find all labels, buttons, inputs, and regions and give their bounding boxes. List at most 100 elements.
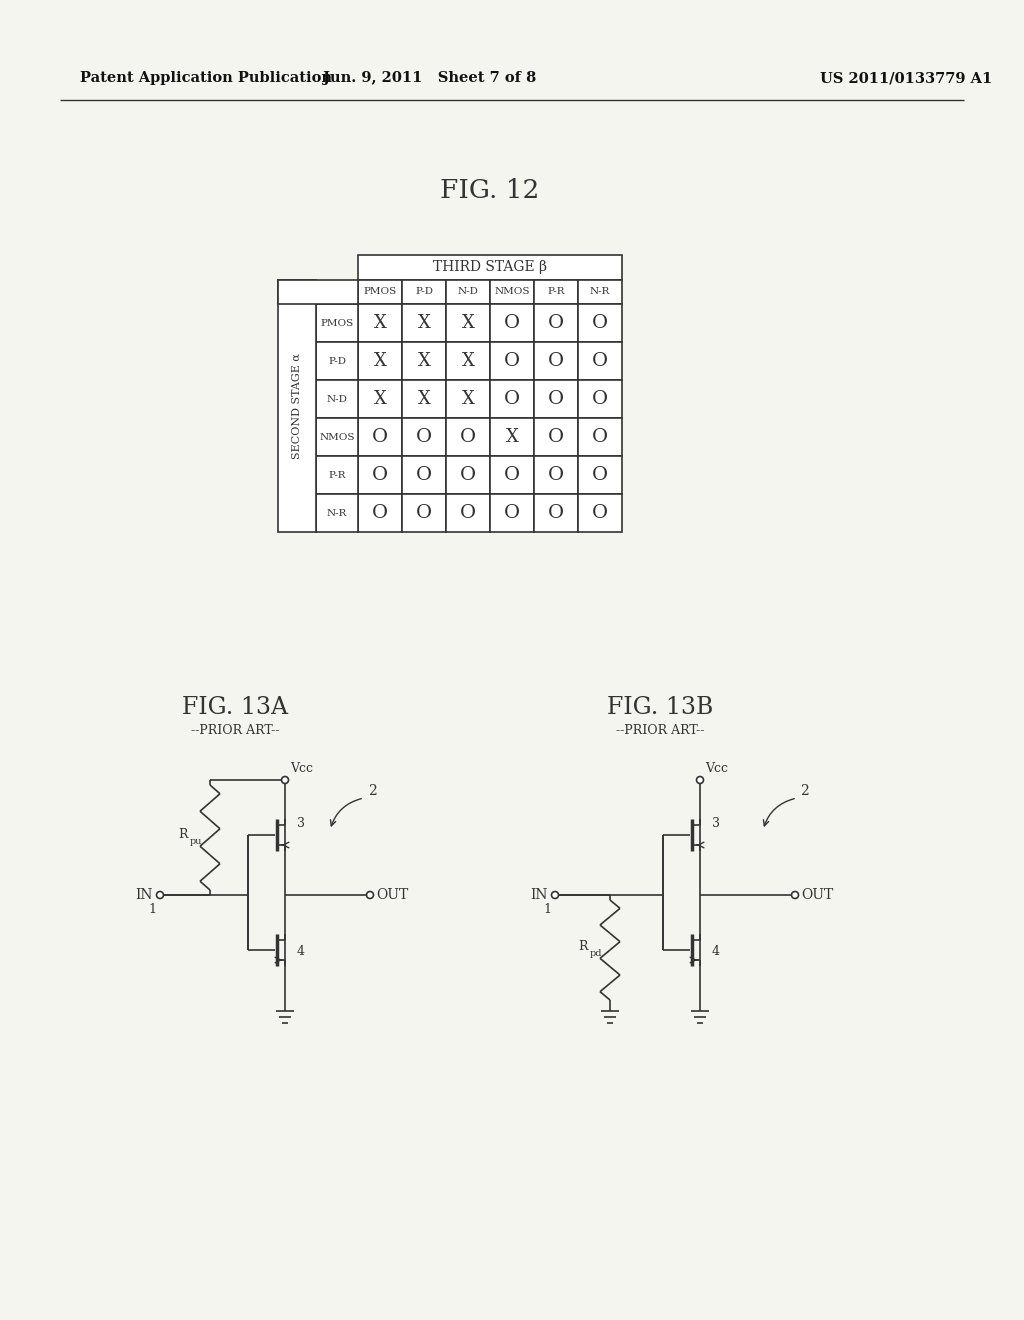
Bar	[490, 494, 534, 532]
Bar	[358, 418, 402, 455]
Bar	[316, 304, 358, 342]
Text: P-R: P-R	[329, 470, 346, 479]
Bar	[358, 255, 622, 280]
Circle shape	[552, 891, 558, 899]
Text: PMOS: PMOS	[321, 318, 353, 327]
Text: O: O	[416, 428, 432, 446]
Text: O: O	[504, 466, 520, 484]
Bar	[358, 304, 402, 342]
Bar	[316, 342, 358, 380]
Text: X: X	[506, 428, 518, 446]
Bar	[578, 418, 622, 455]
Text: X: X	[462, 314, 474, 333]
Text: O: O	[504, 314, 520, 333]
Bar	[402, 455, 446, 494]
Bar	[358, 380, 402, 418]
Circle shape	[696, 776, 703, 784]
Bar	[446, 494, 490, 532]
Text: 3: 3	[297, 817, 305, 830]
Text: O: O	[592, 389, 608, 408]
Text: Patent Application Publication: Patent Application Publication	[80, 71, 332, 84]
Text: O: O	[416, 504, 432, 521]
Text: NMOS: NMOS	[495, 288, 529, 297]
Text: O: O	[460, 466, 476, 484]
Text: X: X	[462, 352, 474, 370]
Bar	[578, 342, 622, 380]
Text: O: O	[592, 314, 608, 333]
Text: SECOND STAGE α: SECOND STAGE α	[292, 352, 302, 459]
Bar	[490, 380, 534, 418]
Text: P-D: P-D	[328, 356, 346, 366]
Bar	[578, 304, 622, 342]
Bar	[446, 304, 490, 342]
Text: O: O	[592, 352, 608, 370]
Bar	[278, 280, 316, 532]
Text: Vcc: Vcc	[705, 762, 728, 775]
Text: X: X	[462, 389, 474, 408]
Text: O: O	[592, 428, 608, 446]
Text: O: O	[548, 466, 564, 484]
Text: 1: 1	[148, 903, 156, 916]
Text: FIG. 13B: FIG. 13B	[607, 697, 713, 719]
Text: --PRIOR ART--: --PRIOR ART--	[615, 723, 705, 737]
Text: FIG. 12: FIG. 12	[440, 177, 540, 202]
Bar	[446, 342, 490, 380]
Text: N-D: N-D	[458, 288, 478, 297]
Text: P-D: P-D	[415, 288, 433, 297]
Bar	[402, 304, 446, 342]
Bar	[402, 342, 446, 380]
Text: O: O	[416, 466, 432, 484]
Text: IN: IN	[530, 888, 548, 902]
Bar	[446, 455, 490, 494]
Bar	[446, 280, 490, 304]
Text: O: O	[460, 428, 476, 446]
Text: OUT: OUT	[376, 888, 409, 902]
Text: 3: 3	[712, 817, 720, 830]
Bar	[578, 494, 622, 532]
Circle shape	[282, 776, 289, 784]
Text: 4: 4	[712, 945, 720, 958]
Text: N-R: N-R	[327, 508, 347, 517]
Text: pd: pd	[590, 949, 602, 958]
Bar	[490, 304, 534, 342]
Text: 2: 2	[368, 784, 377, 799]
Text: O: O	[592, 466, 608, 484]
Text: X: X	[418, 314, 430, 333]
Bar	[490, 455, 534, 494]
Bar	[316, 418, 358, 455]
Bar	[534, 280, 578, 304]
Text: O: O	[548, 504, 564, 521]
Text: O: O	[548, 428, 564, 446]
Text: THIRD STAGE β: THIRD STAGE β	[433, 260, 547, 275]
Bar	[446, 380, 490, 418]
Text: O: O	[372, 466, 388, 484]
Text: Jun. 9, 2011   Sheet 7 of 8: Jun. 9, 2011 Sheet 7 of 8	[324, 71, 537, 84]
Text: O: O	[504, 352, 520, 370]
Bar	[534, 380, 578, 418]
Text: 2: 2	[800, 784, 809, 799]
Text: X: X	[418, 352, 430, 370]
Bar	[316, 455, 358, 494]
Text: X: X	[374, 352, 386, 370]
Text: O: O	[460, 504, 476, 521]
Bar	[402, 494, 446, 532]
Text: R: R	[578, 940, 588, 953]
Bar	[534, 494, 578, 532]
Text: 1: 1	[543, 903, 551, 916]
Bar	[578, 380, 622, 418]
Bar	[490, 342, 534, 380]
Bar	[534, 455, 578, 494]
Text: --PRIOR ART--: --PRIOR ART--	[190, 723, 280, 737]
Text: pu: pu	[190, 837, 203, 846]
Text: O: O	[504, 504, 520, 521]
Text: N-R: N-R	[590, 288, 610, 297]
Bar	[278, 280, 358, 304]
Circle shape	[157, 891, 164, 899]
Text: NMOS: NMOS	[319, 433, 354, 441]
Bar	[402, 418, 446, 455]
Bar	[316, 380, 358, 418]
Text: R: R	[178, 828, 187, 841]
Text: O: O	[548, 314, 564, 333]
Text: O: O	[548, 352, 564, 370]
Bar	[358, 455, 402, 494]
